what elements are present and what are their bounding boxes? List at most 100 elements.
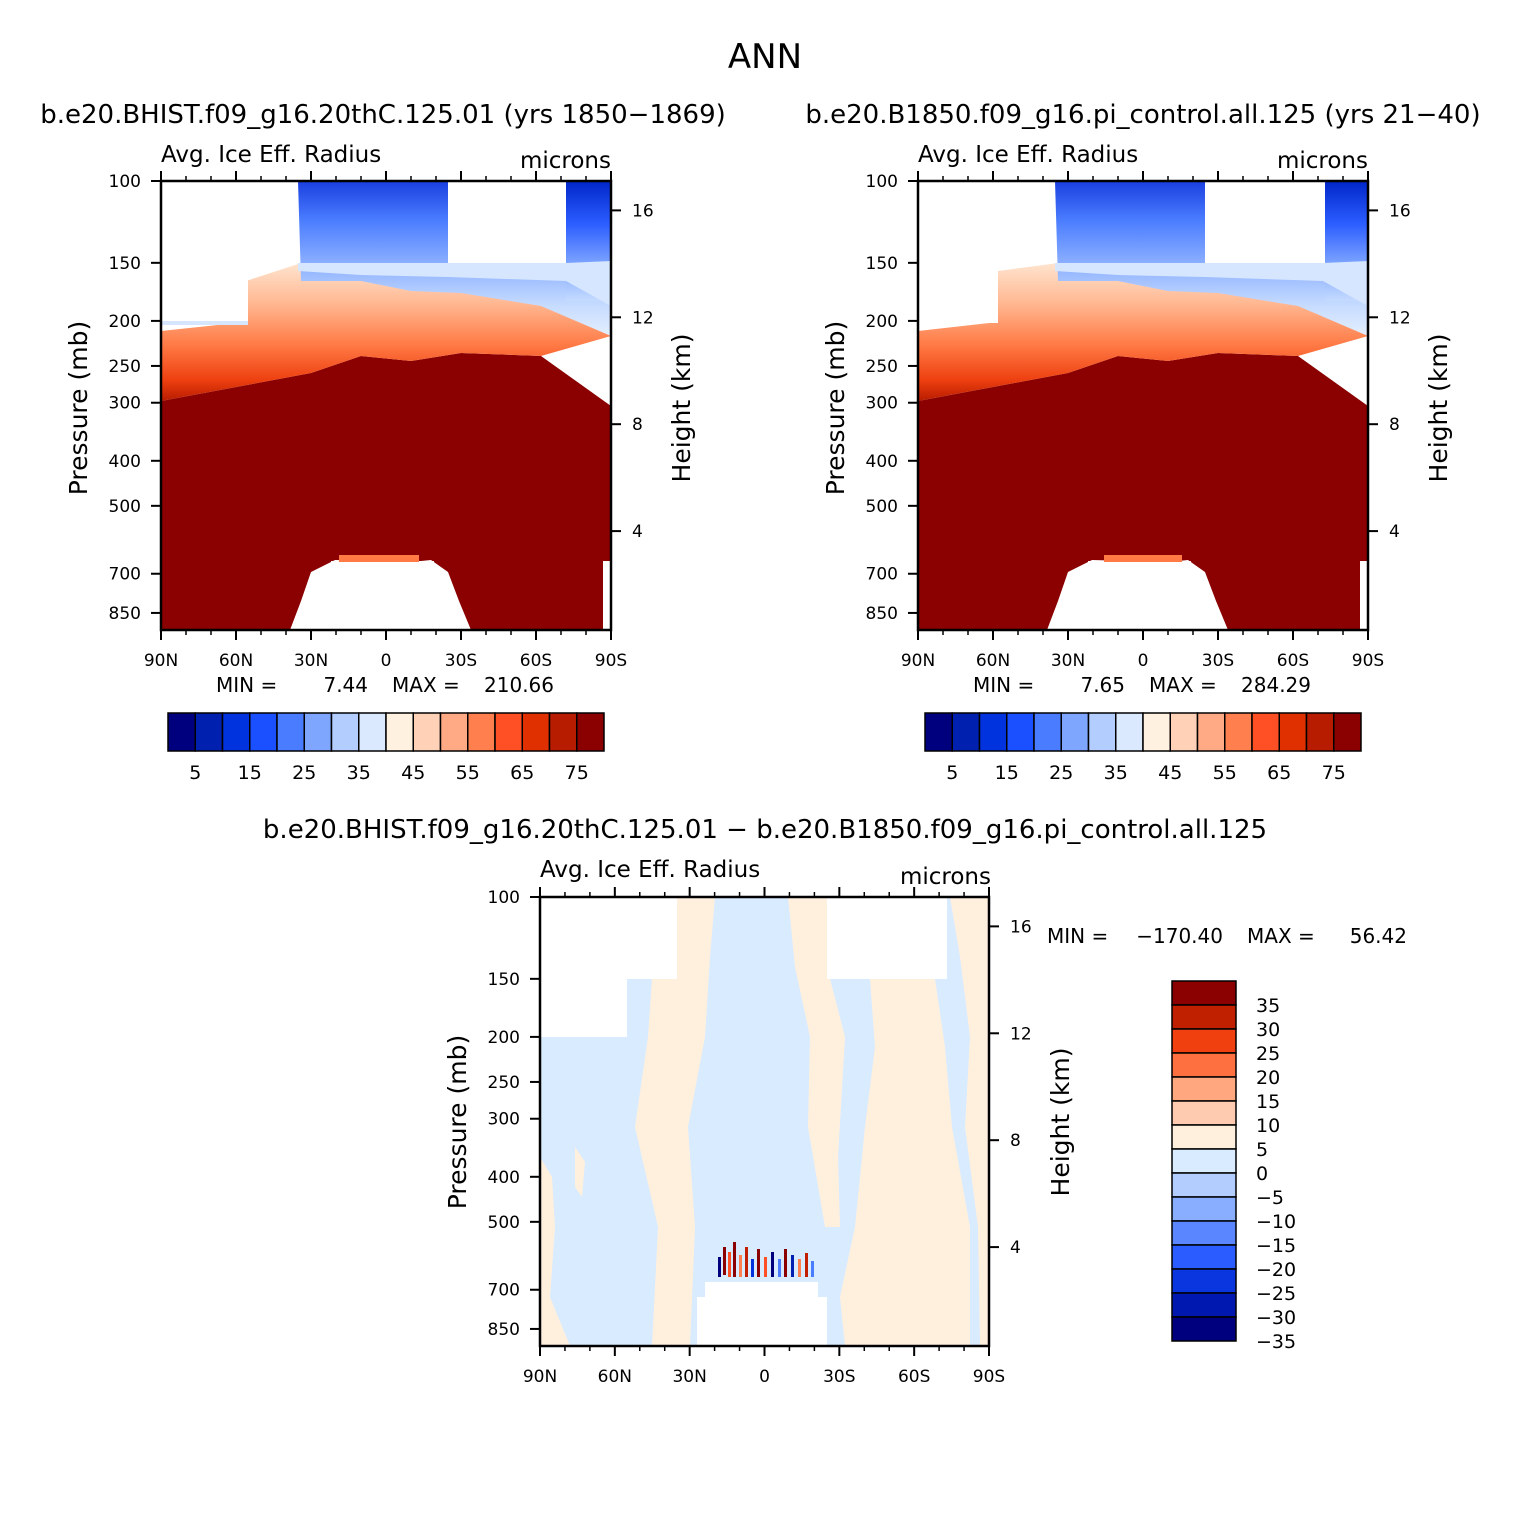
- contour-field: [918, 181, 1368, 630]
- variable-label: Avg. Ice Eff. Radius: [918, 142, 1138, 168]
- x-tick-label: 30N: [672, 1367, 706, 1387]
- colorbar-label: 75: [565, 762, 589, 784]
- min-label: MIN =: [1047, 924, 1108, 948]
- x-tick-label: 60S: [520, 651, 552, 671]
- missing-data-upper-left: [540, 979, 627, 1037]
- noise-stripe: [728, 1252, 731, 1277]
- noise-stripe: [733, 1242, 736, 1277]
- colorbar-swatch: [1171, 1052, 1237, 1078]
- surface-noise-stripes: [718, 1242, 814, 1277]
- x-tick-labels: 90N 60N 30N 0 30S 60S 90S: [144, 651, 627, 671]
- colorbar-swatch: [1006, 712, 1035, 752]
- left-panel-header: b.e20.BHIST.f09_g16.20thC.125.01 (yrs 18…: [40, 100, 726, 130]
- colorbar-label: −35: [1256, 1331, 1296, 1353]
- x-tick-label: 60S: [1277, 651, 1309, 671]
- y-right-tick-marks: [611, 209, 621, 533]
- colorbar-swatch: [1115, 712, 1144, 752]
- colorbar-label: −20: [1256, 1259, 1296, 1281]
- y-axis-label: Pressure (mb): [821, 321, 850, 495]
- panel-control: Avg. Ice Eff. Radius microns Pressure (m…: [821, 142, 1453, 784]
- figure-title: ANN: [728, 37, 802, 77]
- max-label: MAX =: [1247, 924, 1315, 948]
- field-blue-top-central: [298, 181, 611, 336]
- noise-stripe: [764, 1257, 767, 1277]
- colorbar-swatch: [358, 712, 387, 752]
- min-value: 7.44: [323, 673, 368, 697]
- colorbar-swatch: [1278, 712, 1308, 752]
- x-tick-label: 90S: [595, 651, 627, 671]
- y-tick-label: 400: [109, 452, 141, 472]
- x-tick-label: 90N: [523, 1367, 557, 1387]
- contour-field: [161, 181, 611, 630]
- y-tick-label: 850: [866, 604, 898, 624]
- y-tick-label: 100: [488, 888, 520, 908]
- x-tick-labels: 90N 60N 30N 0 30S 60S 90S: [523, 1367, 1005, 1387]
- x-tick-marks: [160, 171, 612, 640]
- colorbar-swatch: [1171, 1268, 1237, 1294]
- y-right-tick-label: 12: [1389, 308, 1411, 328]
- noise-stripe: [745, 1247, 748, 1277]
- max-value: 210.66: [484, 673, 554, 697]
- colorbar-swatch: [412, 712, 442, 752]
- colorbar-swatch: [1169, 712, 1199, 752]
- surface-orange-patch: [339, 555, 419, 562]
- y-tick-marks: [908, 180, 918, 614]
- colorbar-label: 45: [1158, 762, 1182, 784]
- missing-data-top-right: [448, 181, 566, 263]
- colorbar-label: 25: [292, 762, 316, 784]
- y-axis-right-label: Height (km): [1046, 1048, 1075, 1197]
- x-tick-label: 30S: [1202, 651, 1234, 671]
- x-tick-label: 60N: [219, 651, 253, 671]
- colorbar-label: 35: [1256, 995, 1280, 1017]
- y-tick-label: 400: [488, 1168, 520, 1188]
- y-right-tick-label: 16: [632, 201, 654, 221]
- colorbar-label: 5: [189, 762, 201, 784]
- colorbar-label: 55: [1213, 762, 1237, 784]
- y-tick-labels: 100 150 200 250 300 400 500 700 850: [866, 172, 898, 624]
- field-light-orange: [788, 897, 845, 1227]
- plot-area: [151, 171, 621, 640]
- colorbar-swatch: [1171, 1244, 1237, 1270]
- noise-stripe: [778, 1259, 781, 1277]
- colorbar-swatch: [276, 712, 305, 752]
- colorbar-swatch: [1171, 1316, 1237, 1342]
- colorbar: 5 15 25 35 45 55 65 75: [167, 712, 605, 784]
- noise-stripe: [771, 1252, 774, 1277]
- right-panel-header: b.e20.B1850.f09_g16.pi_control.all.125 (…: [805, 100, 1480, 130]
- missing-data-topography: [697, 1282, 827, 1346]
- colorbar-swatch: [1060, 712, 1090, 752]
- colorbar-swatch: [1171, 1220, 1237, 1246]
- noise-stripe: [811, 1261, 814, 1277]
- colorbar-swatch: [924, 712, 953, 752]
- colorbar-swatch: [576, 712, 605, 752]
- y-right-tick-label: 4: [1389, 522, 1400, 542]
- field-blue-top-central: [1055, 181, 1368, 336]
- plot-area: [530, 887, 999, 1356]
- missing-data-top-right: [1205, 181, 1325, 263]
- x-tick-label: 30N: [294, 651, 328, 671]
- colorbar-label: 25: [1256, 1043, 1280, 1065]
- missing-data-top-left: [161, 181, 298, 263]
- y-tick-label: 500: [866, 497, 898, 517]
- colorbar-swatch: [1171, 1004, 1237, 1030]
- min-label: MIN =: [973, 673, 1034, 697]
- colorbar-swatch: [1171, 1196, 1237, 1222]
- variable-label: Avg. Ice Eff. Radius: [161, 142, 381, 168]
- colorbar-swatch: [1033, 712, 1062, 752]
- noise-stripe: [798, 1259, 801, 1277]
- colorbar-swatch: [467, 712, 496, 752]
- colorbar-label: 65: [510, 762, 534, 784]
- y-tick-label: 700: [488, 1281, 520, 1301]
- colorbar-swatch: [494, 712, 523, 752]
- y-tick-label: 700: [866, 565, 898, 585]
- x-tick-label: 0: [381, 651, 392, 671]
- field-light-blue-band: [1055, 261, 1368, 306]
- noise-stripe: [757, 1249, 760, 1277]
- colorbar-swatch: [385, 712, 414, 752]
- y-tick-label: 150: [488, 970, 520, 990]
- variable-label: Avg. Ice Eff. Radius: [540, 857, 760, 883]
- colorbar-label: 35: [1104, 762, 1128, 784]
- missing-data-top-right: [827, 897, 947, 979]
- colorbar-label: 35: [347, 762, 371, 784]
- max-label: MAX =: [392, 673, 460, 697]
